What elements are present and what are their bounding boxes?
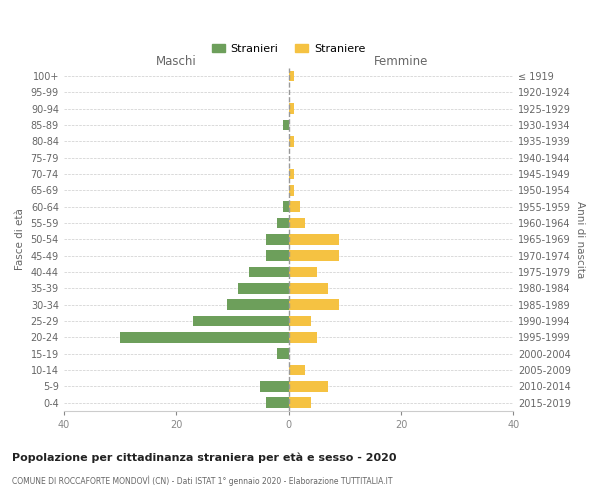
Bar <box>266 398 289 408</box>
Bar <box>289 136 294 147</box>
Bar <box>289 332 317 343</box>
Bar <box>193 316 289 326</box>
Bar <box>289 169 294 179</box>
Y-axis label: Fasce di età: Fasce di età <box>15 208 25 270</box>
Bar <box>289 381 328 392</box>
Bar <box>249 267 289 278</box>
Bar <box>227 300 289 310</box>
Text: COMUNE DI ROCCAFORTE MONDOVÌ (CN) - Dati ISTAT 1° gennaio 2020 - Elaborazione TU: COMUNE DI ROCCAFORTE MONDOVÌ (CN) - Dati… <box>12 476 392 486</box>
Bar <box>289 398 311 408</box>
Bar <box>266 250 289 261</box>
Bar <box>289 365 305 376</box>
Bar <box>120 332 289 343</box>
Bar <box>289 104 294 114</box>
Text: Femmine: Femmine <box>374 55 428 68</box>
Y-axis label: Anni di nascita: Anni di nascita <box>575 201 585 278</box>
Legend: Stranieri, Straniere: Stranieri, Straniere <box>207 39 370 58</box>
Text: Maschi: Maschi <box>156 55 197 68</box>
Bar <box>283 120 289 130</box>
Bar <box>289 71 294 82</box>
Bar <box>289 267 317 278</box>
Bar <box>289 218 305 228</box>
Bar <box>289 234 339 245</box>
Bar <box>289 250 339 261</box>
Bar <box>289 185 294 196</box>
Bar <box>289 300 339 310</box>
Bar <box>289 202 300 212</box>
Bar <box>283 202 289 212</box>
Bar <box>238 283 289 294</box>
Bar <box>260 381 289 392</box>
Bar <box>289 283 328 294</box>
Bar <box>277 348 289 359</box>
Bar <box>277 218 289 228</box>
Bar <box>289 316 311 326</box>
Bar <box>266 234 289 245</box>
Text: Popolazione per cittadinanza straniera per età e sesso - 2020: Popolazione per cittadinanza straniera p… <box>12 452 397 463</box>
